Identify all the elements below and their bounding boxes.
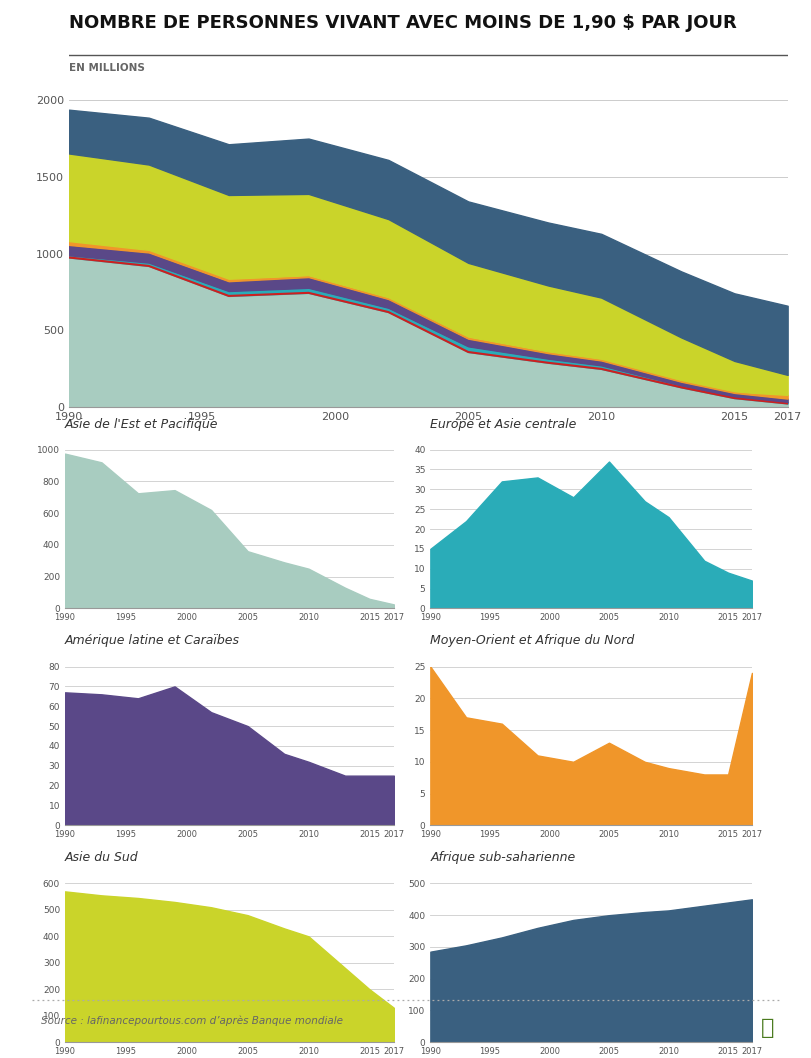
Text: 🌳: 🌳 — [760, 1019, 773, 1038]
Text: Asie du Sud: Asie du Sud — [65, 852, 139, 864]
Text: Afrique sub-saharienne: Afrique sub-saharienne — [430, 852, 575, 864]
Text: Amérique latine et Caraïbes: Amérique latine et Caraïbes — [65, 635, 240, 647]
Text: EN MILLIONS: EN MILLIONS — [69, 62, 144, 73]
Text: Source : lafinancepourtous.com d’après Banque mondiale: Source : lafinancepourtous.com d’après B… — [41, 1016, 342, 1026]
Text: Europe et Asie centrale: Europe et Asie centrale — [430, 418, 576, 431]
Text: Moyen-Orient et Afrique du Nord: Moyen-Orient et Afrique du Nord — [430, 635, 634, 647]
Text: Asie de l'Est et Pacifique: Asie de l'Est et Pacifique — [65, 418, 218, 431]
Text: NOMBRE DE PERSONNES VIVANT AVEC MOINS DE 1,90 $ PAR JOUR: NOMBRE DE PERSONNES VIVANT AVEC MOINS DE… — [69, 14, 736, 32]
